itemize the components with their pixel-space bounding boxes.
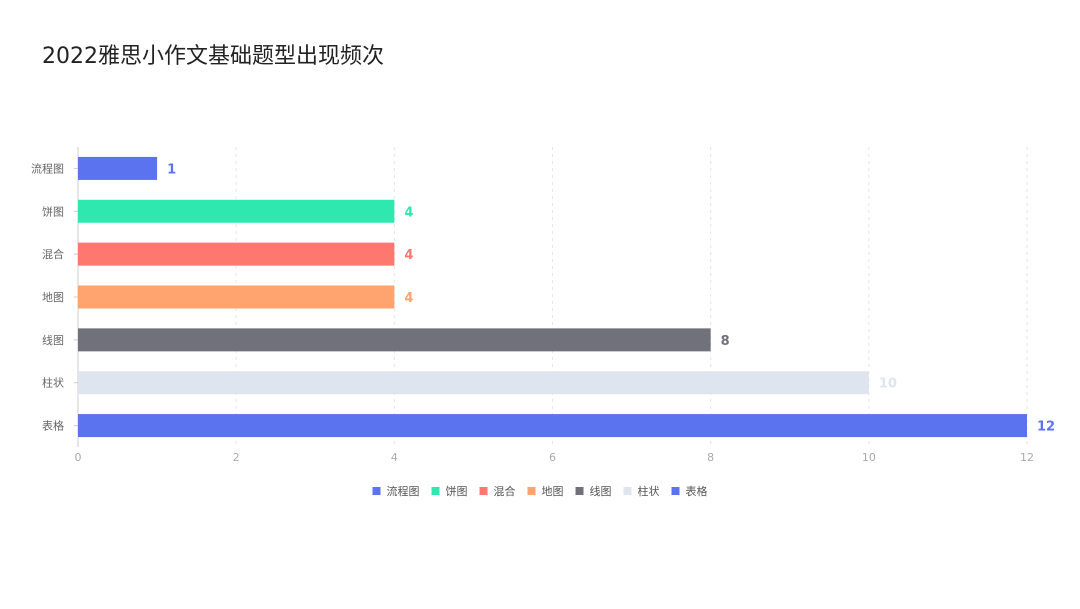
- legend-label: 地图: [542, 485, 564, 498]
- legend-item[interactable]: 混合: [479, 484, 516, 498]
- bar-1[interactable]: [78, 199, 395, 223]
- legend-item[interactable]: 地图: [527, 485, 564, 498]
- legend-item[interactable]: 柱状: [623, 484, 660, 498]
- data-label: 1: [167, 162, 176, 177]
- bar-4[interactable]: [78, 328, 711, 352]
- legend-item[interactable]: 饼图: [431, 484, 468, 498]
- category-label: 表格: [42, 419, 64, 433]
- category-label: 混合: [42, 247, 64, 261]
- legend-label: 流程图: [387, 484, 420, 498]
- data-label: 8: [721, 334, 730, 349]
- category-label: 流程图: [31, 161, 64, 175]
- bar-3[interactable]: [78, 285, 395, 309]
- data-label: 4: [404, 205, 413, 220]
- legend-label: 混合: [494, 484, 516, 498]
- legend-label: 柱状: [638, 484, 660, 498]
- x-tick-label: 12: [1020, 451, 1034, 464]
- chart-title: 2022雅思小作文基础题型出现频次: [42, 44, 384, 69]
- category-label: 饼图: [42, 204, 64, 218]
- bar-0[interactable]: [78, 156, 158, 180]
- data-label: 10: [879, 377, 897, 392]
- x-tick-label: 2: [233, 451, 240, 464]
- category-label: 地图: [42, 291, 64, 304]
- legend-swatch: [575, 487, 584, 495]
- x-tick-label: 4: [391, 451, 398, 464]
- legend-swatch: [623, 487, 632, 495]
- legend-swatch: [431, 487, 440, 495]
- legend-label: 饼图: [446, 484, 468, 498]
- data-label: 4: [404, 291, 413, 306]
- bar-2[interactable]: [78, 242, 395, 266]
- data-label: 12: [1037, 420, 1055, 435]
- category-label: 线图: [42, 333, 64, 347]
- legend-swatch: [527, 487, 536, 495]
- legend-label: 线图: [590, 484, 612, 498]
- legend-item[interactable]: 线图: [575, 484, 612, 498]
- bar-5[interactable]: [78, 371, 869, 395]
- x-tick-label: 6: [549, 451, 556, 464]
- bars: [78, 156, 1027, 438]
- legend-item[interactable]: 表格: [671, 484, 708, 498]
- legend-label: 表格: [686, 484, 708, 498]
- bar-6[interactable]: [78, 414, 1027, 438]
- legend[interactable]: 流程图 饼图 混合 地图 线图 柱状 表格: [372, 484, 708, 498]
- x-tick-label: 10: [862, 451, 876, 464]
- x-tick-label: 0: [75, 451, 82, 464]
- legend-item[interactable]: 流程图: [372, 484, 420, 498]
- legend-swatch: [671, 487, 680, 495]
- data-label: 4: [404, 248, 413, 263]
- legend-swatch: [479, 487, 488, 495]
- legend-swatch: [372, 487, 381, 495]
- category-label: 柱状: [42, 376, 64, 390]
- x-tick-label: 8: [707, 451, 714, 464]
- labels: 流程图 1 饼图 4 混合 4 地图 4 线图 8 柱状 10 表格 12: [31, 161, 1055, 434]
